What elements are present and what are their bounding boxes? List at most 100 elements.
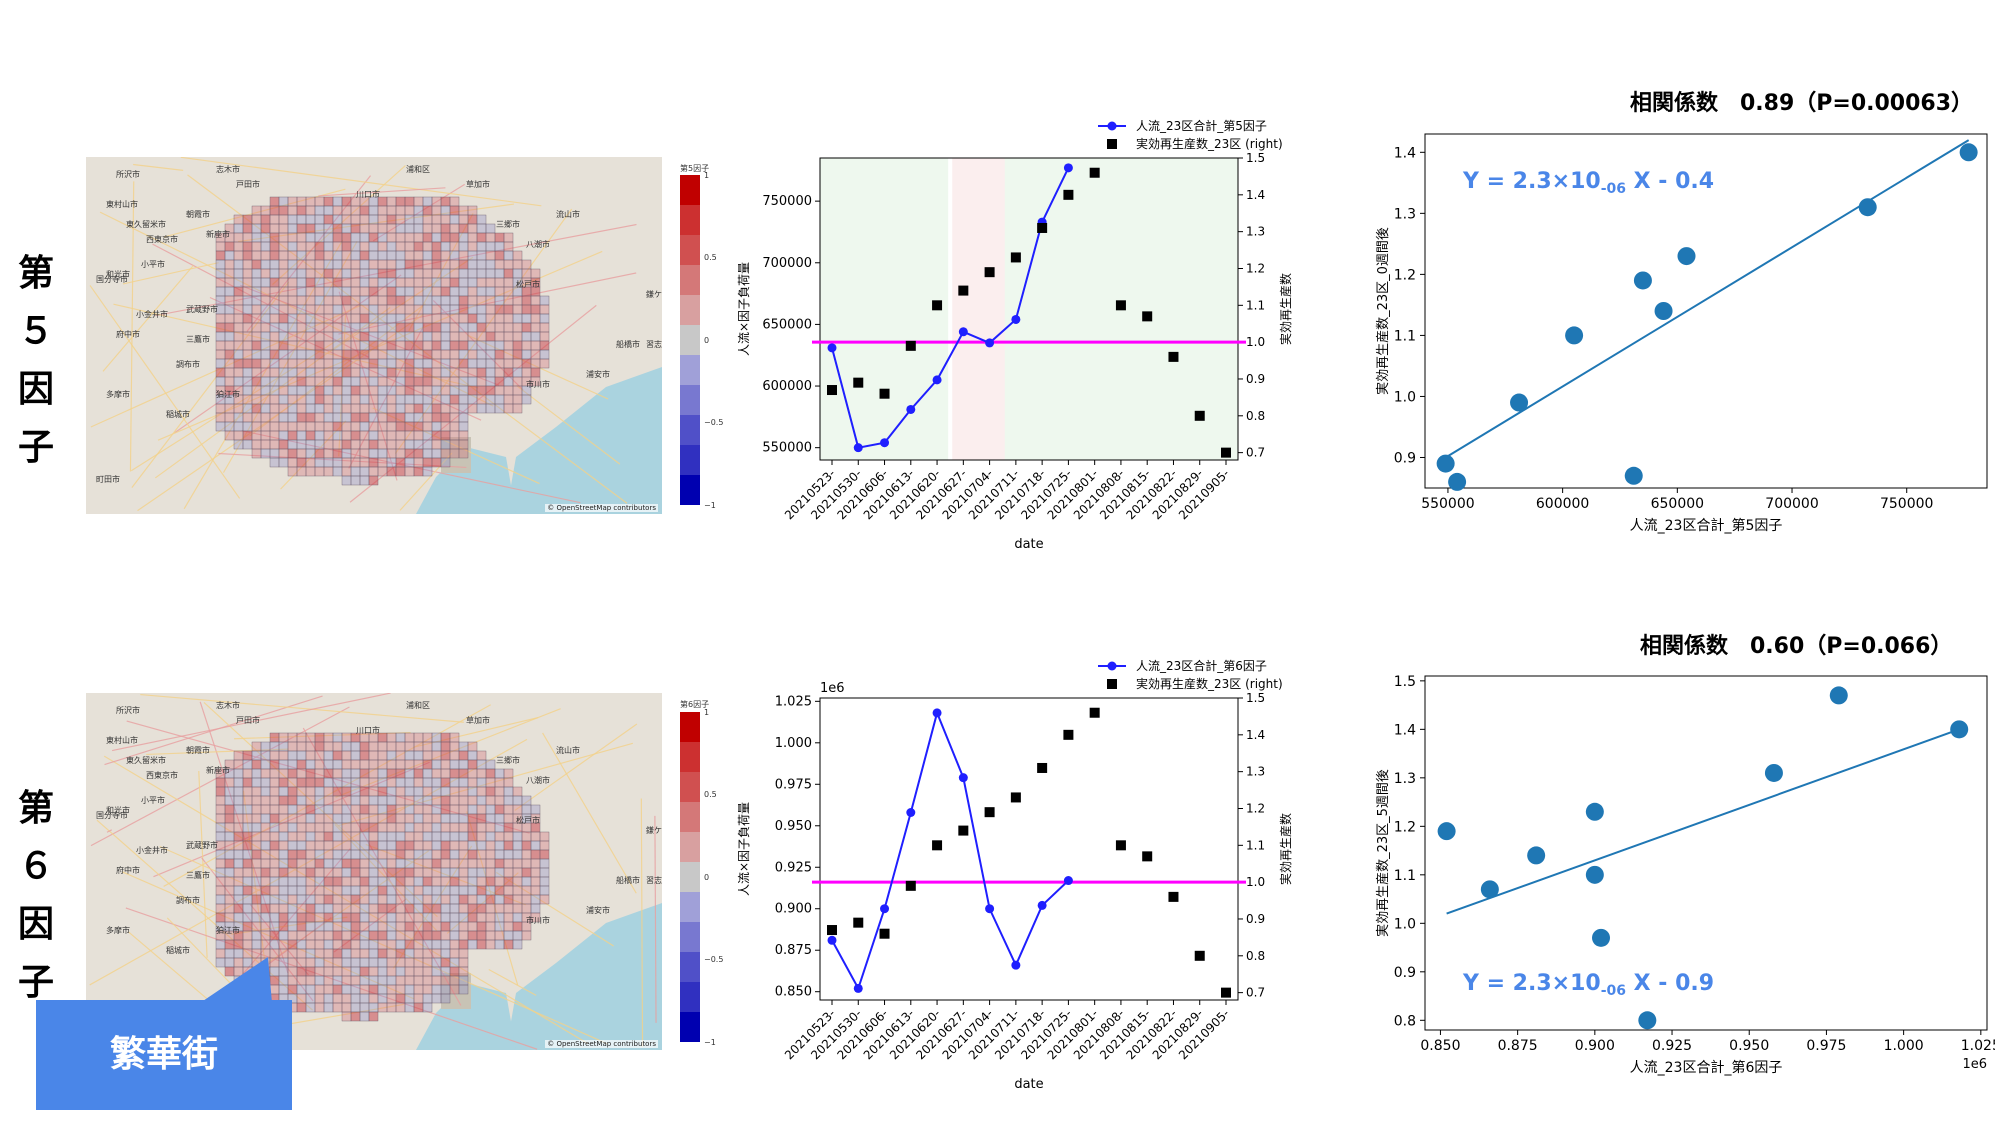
tokyo-bay — [416, 447, 516, 514]
grid-cell — [296, 448, 307, 459]
grid-cell — [530, 858, 541, 869]
grid-cell — [287, 286, 298, 297]
grid-cell — [215, 867, 226, 878]
grid-cell — [242, 394, 253, 405]
map-road — [112, 693, 391, 752]
colorbar — [680, 175, 700, 505]
grid-cell — [422, 214, 433, 225]
grid-cell — [224, 304, 235, 315]
grid-cell — [512, 376, 523, 387]
grid-cell — [377, 903, 388, 914]
map-place-label: 所沢市 — [116, 169, 140, 179]
grid-cell — [431, 232, 442, 243]
colorbar-band — [680, 235, 700, 265]
series-point — [932, 708, 942, 718]
grid-cell — [413, 331, 424, 342]
grid-cell — [323, 295, 334, 306]
grid-cell — [287, 376, 298, 387]
grid-cell — [269, 939, 280, 950]
grid-cell — [332, 232, 343, 243]
grid-cell — [278, 831, 289, 842]
grid-cell — [332, 750, 343, 761]
grid-cell — [233, 822, 244, 833]
grid-cell — [494, 277, 505, 288]
grid-cell — [296, 376, 307, 387]
grid-cell — [395, 984, 406, 995]
grid-cell — [350, 268, 361, 279]
grid-cell — [296, 223, 307, 234]
grid-cell — [512, 358, 523, 369]
grid-cell — [413, 232, 424, 243]
grid-cell — [530, 295, 541, 306]
grid-cell — [278, 457, 289, 468]
map-road — [467, 334, 609, 400]
grid-cell — [350, 975, 361, 986]
grid-cell — [458, 223, 469, 234]
grid-cell — [422, 957, 433, 968]
grid-cell — [395, 268, 406, 279]
grid-cell — [296, 277, 307, 288]
grid-cell — [476, 250, 487, 261]
grid-cell — [467, 313, 478, 324]
grid-cell — [521, 858, 532, 869]
grid-cell — [377, 349, 388, 360]
grid-cell — [278, 241, 289, 252]
grid-cell — [368, 304, 379, 315]
grid-cell — [440, 948, 451, 959]
grid-cell — [386, 196, 397, 207]
grid-cell — [404, 331, 415, 342]
grid-cell — [377, 984, 388, 995]
grid-cell — [314, 1002, 325, 1013]
grid-cell — [341, 439, 352, 450]
y2-axis-label: 実効再生産数 — [1278, 273, 1293, 345]
grid-cell — [494, 903, 505, 914]
grid-cell — [377, 813, 388, 824]
grid-cell — [323, 795, 334, 806]
grid-cell — [377, 912, 388, 923]
grid-cell — [251, 412, 262, 423]
grid-cell — [521, 259, 532, 270]
scatter-point — [1633, 271, 1652, 290]
grid-cell — [368, 412, 379, 423]
grid-cell — [305, 223, 316, 234]
grid-cell — [233, 277, 244, 288]
grid-cell — [422, 322, 433, 333]
grid-cell — [251, 232, 262, 243]
grid-cell — [287, 921, 298, 932]
grid-cell — [539, 295, 550, 306]
grid-cell — [467, 214, 478, 225]
grid-cell — [341, 385, 352, 396]
grid-cell — [431, 385, 442, 396]
grid-cell — [458, 376, 469, 387]
grid-cell — [458, 277, 469, 288]
grid-cell — [350, 385, 361, 396]
grid-cell — [215, 367, 226, 378]
grid-cell — [332, 331, 343, 342]
series-square — [827, 925, 837, 936]
grid-cell — [359, 367, 370, 378]
grid-cell — [413, 876, 424, 887]
grid-cell — [323, 822, 334, 833]
factor-grid-map: 所沢市東村山市東久留米市西東京市小平市国分寺市府中市小金井市武蔵野市三鷹市調布市… — [86, 693, 662, 1050]
grid-cell — [269, 786, 280, 797]
grid-cell — [242, 822, 253, 833]
map-road — [280, 420, 347, 490]
grid-cell — [494, 876, 505, 887]
grid-cell — [260, 367, 271, 378]
grid-cell — [368, 259, 379, 270]
grid-cell — [350, 241, 361, 252]
grid-cell — [431, 322, 442, 333]
grid-cell — [404, 259, 415, 270]
grid-cell — [386, 777, 397, 788]
grid-cell — [368, 457, 379, 468]
grid-cell — [503, 322, 514, 333]
grid-cell — [440, 966, 451, 977]
grid-cell — [332, 286, 343, 297]
legend-label: 実効再生産数_23区 (right) — [1136, 136, 1283, 151]
grid-cell — [278, 196, 289, 207]
grid-cell — [350, 966, 361, 977]
grid-cell — [440, 412, 451, 423]
grid-cell — [440, 259, 451, 270]
map-place-label: 川口市 — [356, 189, 380, 199]
grid-cell — [215, 813, 226, 824]
